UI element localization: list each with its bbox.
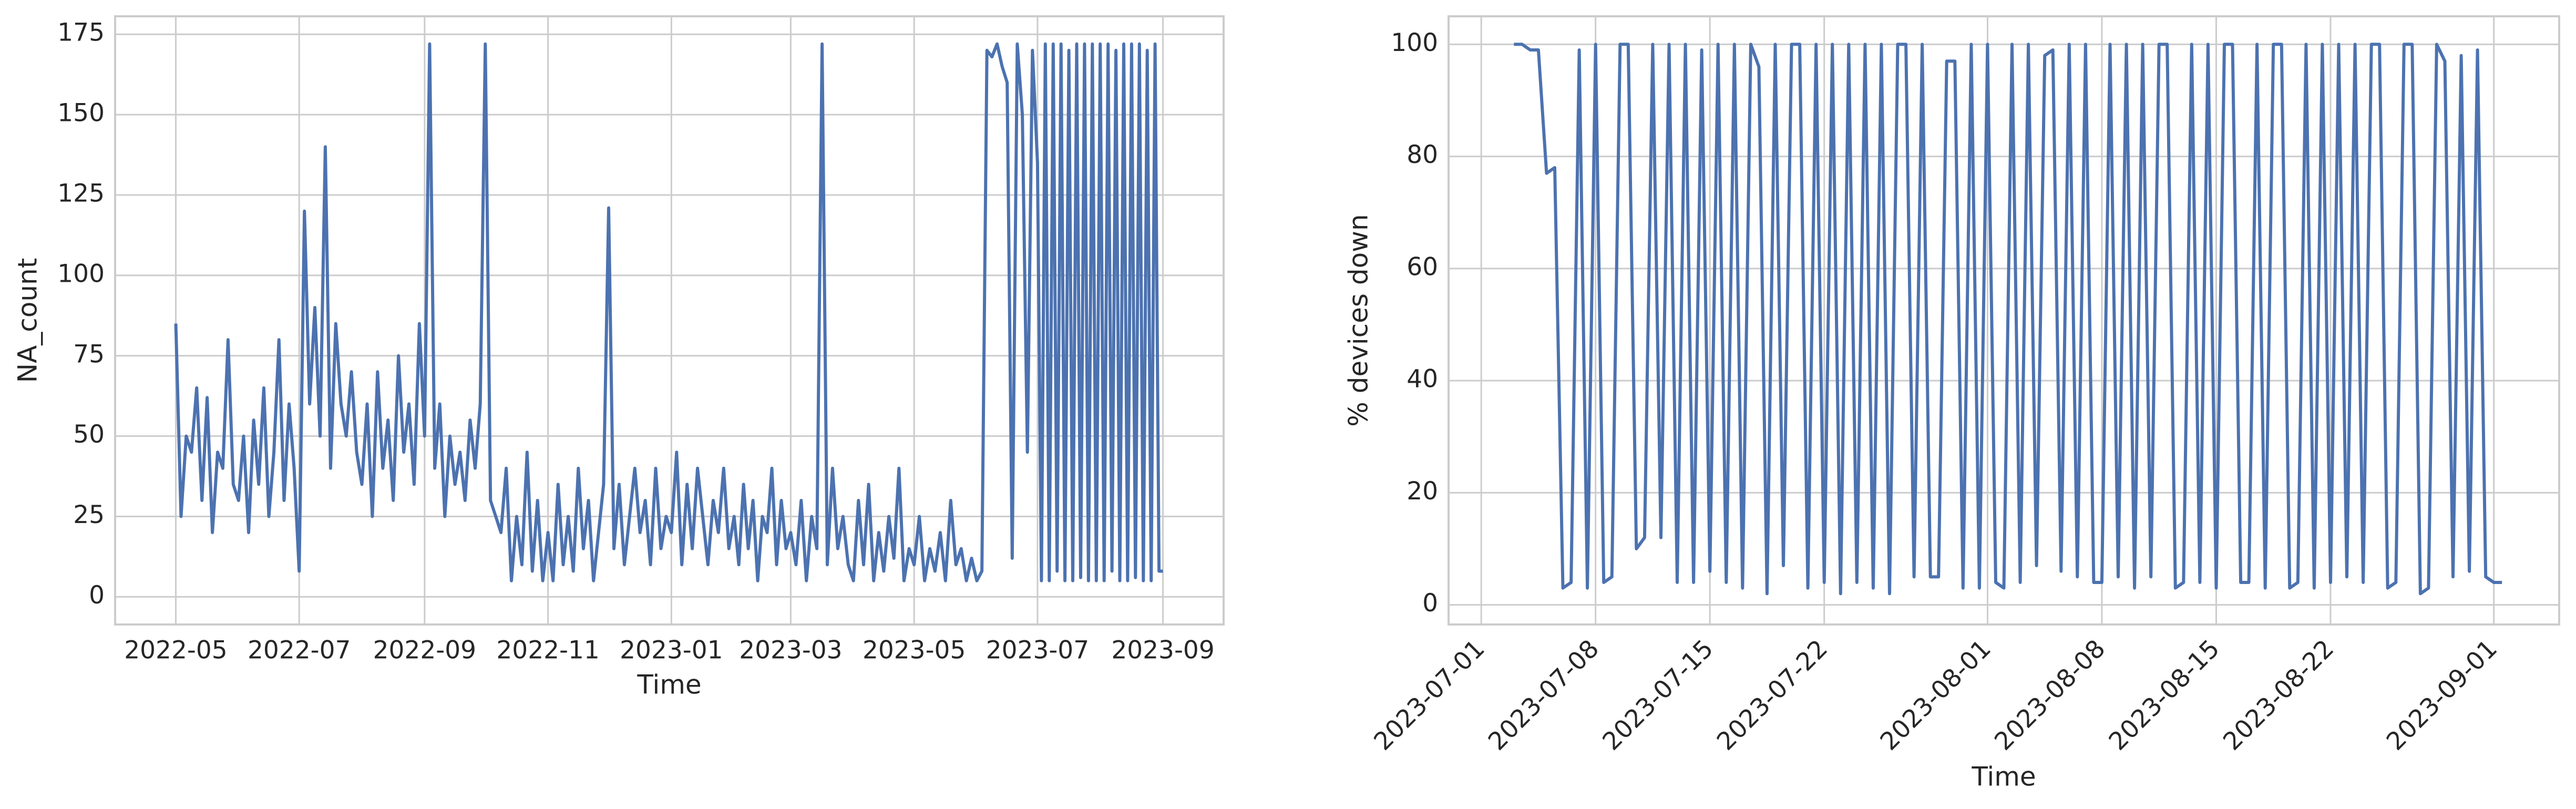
y-tick-label: 175: [57, 18, 105, 47]
x-tick-label: 2023-08-22: [2218, 634, 2339, 756]
x-tick-label: 2022-09: [373, 636, 476, 665]
y-tick-label: 0: [89, 581, 105, 610]
x-tick-label: 2022-11: [496, 636, 599, 665]
x-tick-label: 2023-07-22: [1711, 634, 1833, 756]
x-tick-label: 2023-09-01: [2381, 634, 2503, 756]
x-axis-label: Time: [637, 670, 701, 700]
x-tick-label: 2023-08-08: [1989, 634, 2111, 756]
x-tick-label: 2023-08-01: [1875, 634, 1997, 756]
x-tick-label: 2022-07: [248, 636, 351, 665]
axes-frame: [1448, 15, 2560, 626]
x-tick-label: 2023-07-08: [1483, 634, 1605, 756]
x-tick-label: 2023-08-15: [2103, 634, 2225, 756]
x-tick-label: 2023-07: [986, 636, 1089, 665]
y-tick-label: 60: [1407, 252, 1438, 281]
axes-frame: [114, 15, 1225, 626]
y-tick-label: 40: [1407, 365, 1438, 394]
x-tick-label: 2023-05: [863, 636, 966, 665]
y-tick-label: 25: [73, 500, 105, 529]
y-tick-label: 125: [57, 179, 105, 208]
y-tick-label: 100: [1391, 28, 1438, 57]
data-line: [1514, 43, 2502, 596]
x-tick-label: 2023-07-15: [1597, 634, 1719, 756]
y-tick-label: 80: [1407, 140, 1438, 169]
x-tick-label: 2022-05: [124, 636, 227, 665]
y-axis-label: NA_count: [13, 258, 43, 383]
data-line: [174, 42, 1163, 582]
y-tick-label: 100: [57, 259, 105, 288]
y-tick-label: 75: [73, 340, 105, 368]
y-tick-label: 50: [73, 420, 105, 449]
y-tick-label: 0: [1422, 589, 1438, 618]
x-axis-label: Time: [1971, 762, 2036, 792]
y-tick-label: 150: [57, 99, 105, 128]
x-tick-label: 2023-01: [620, 636, 723, 665]
x-tick-label: 2023-09: [1111, 636, 1214, 665]
y-axis-label: % devices down: [1343, 214, 1374, 427]
x-tick-label: 2023-07-01: [1368, 634, 1490, 756]
y-tick-label: 20: [1407, 477, 1438, 506]
x-tick-label: 2023-03: [739, 636, 842, 665]
